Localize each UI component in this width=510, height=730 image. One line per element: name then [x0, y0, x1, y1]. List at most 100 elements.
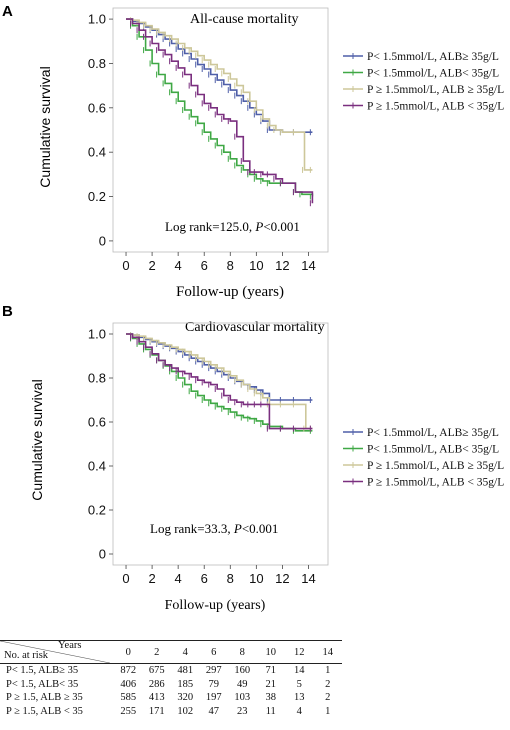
x-tick-label: 10 [249, 571, 263, 586]
legend-label: P ≥ 1.5mmol/L, ALB ≥ 35g/L [367, 460, 504, 472]
table-row: P ≥ 1.5, ALB ≥ 35 585 413 320 197 103 38… [0, 691, 342, 705]
table-cell: 1 [325, 665, 331, 677]
plot-frame [112, 7, 329, 253]
panel-a: A All-cause mortality Cumulative surviva… [2, 3, 504, 300]
legend-label: P< 1.5mmol/L, ALB≥ 35g/L [367, 427, 499, 439]
panel-b-y-axis-label: Cumulative survival [29, 379, 45, 500]
table-row-label: P< 1.5, ALB≥ 35 [6, 665, 79, 677]
x-tick-label: 12 [275, 571, 289, 586]
table-header-years: Years [58, 640, 82, 651]
table-cell: 872 [120, 665, 137, 677]
legend-item-3: P ≥ 1.5mmol/L, ALB ≥ 35g/L [343, 460, 504, 472]
x-tick-label: 12 [275, 258, 289, 273]
x-tick-label: 4 [175, 258, 182, 273]
survival-curve-4 [126, 333, 313, 430]
y-tick-label: 0.6 [88, 415, 106, 430]
x-tick-label: 6 [201, 571, 208, 586]
table-cell: 23 [237, 705, 248, 717]
legend-item-2: P< 1.5mmol/L, ALB< 35g/L [343, 68, 499, 80]
number-at-risk-table: Years No. at risk 0 2 4 6 8 10 12 14 P< … [0, 640, 510, 718]
legend-label: P< 1.5mmol/L, ALB< 35g/L [367, 444, 499, 456]
legend-item-1: P< 1.5mmol/L, ALB≥ 35g/L [343, 51, 499, 63]
table-cell: 160 [234, 665, 251, 677]
censor-marks-1 [130, 18, 311, 136]
table-col-header: 6 [199, 640, 228, 664]
table-col-header: 2 [142, 640, 171, 664]
panel-a-title: All-cause mortality [190, 12, 298, 27]
y-tick-label: 0.2 [88, 503, 106, 518]
y-tick-label: 0.4 [88, 459, 106, 474]
x-tick-label: 0 [122, 258, 129, 273]
survival-curve-1 [126, 333, 313, 401]
censor-marks-4 [130, 20, 311, 207]
table-cell: 185 [177, 678, 194, 690]
legend-item-3: P ≥ 1.5mmol/L, ALB ≥ 35g/L [343, 84, 504, 96]
table-cell: 49 [237, 678, 248, 690]
table-col-header: 8 [228, 640, 257, 664]
x-tick-label: 8 [227, 571, 234, 586]
table-cell: 197 [205, 692, 222, 704]
table-col-header: 10 [256, 640, 285, 664]
table-header-risk: No. at risk [4, 650, 49, 661]
x-tick-label: 6 [201, 258, 208, 273]
table-cell: 585 [120, 692, 137, 704]
table-cell: 286 [148, 678, 165, 690]
x-tick-label: 8 [227, 258, 234, 273]
table-row: P< 1.5, ALB< 35 406 286 185 79 49 21 5 2 [0, 678, 342, 692]
table-cell: 320 [177, 692, 194, 704]
survival-curve-1 [126, 18, 313, 133]
y-tick-label: 0.8 [88, 371, 106, 386]
table-cell: 481 [177, 665, 194, 677]
panel-b-title: Cardiovascular mortality [185, 320, 325, 335]
table-corner-diagonal [0, 641, 110, 663]
survival-curve-4 [126, 18, 314, 204]
panel-b-label: B [2, 303, 13, 320]
table-col-header: 12 [285, 640, 314, 664]
legend-item-1: P< 1.5mmol/L, ALB≥ 35g/L [343, 427, 499, 439]
censor-marks-4 [130, 334, 311, 432]
table-cell: 171 [148, 705, 165, 717]
table-cell: 79 [208, 678, 220, 690]
table-cell: 11 [265, 705, 276, 717]
panel-b-x-axis-label: Follow-up (years) [165, 598, 266, 613]
panel-a-y-axis-label: Cumulative survival [37, 66, 53, 187]
table-cell: 47 [208, 705, 220, 717]
censor-marks-3 [130, 17, 311, 173]
table-col-header: 0 [114, 640, 143, 664]
table-cell: 103 [234, 692, 251, 704]
table-cell: 1 [325, 705, 331, 717]
legend-label: P ≥ 1.5mmol/L, ALB < 35g/L [367, 101, 504, 113]
table-cell: 406 [120, 678, 137, 690]
x-tick-label: 2 [148, 258, 155, 273]
y-tick-label: 0.2 [88, 189, 106, 204]
table-cell: 102 [177, 705, 194, 717]
panel-b-log-rank-annotation: Log rank=33.3, P<0.001 [150, 521, 278, 536]
censor-marks-2 [130, 335, 311, 434]
table-cell: 14 [294, 665, 305, 677]
y-tick-label: 0 [99, 233, 106, 248]
panel-a-x-axis-label: Follow-up (years) [176, 284, 284, 300]
table-cell: 13 [294, 692, 305, 704]
y-tick-label: 0.8 [88, 56, 106, 71]
table-col-header: 4 [171, 640, 200, 664]
table-cell: 2 [325, 692, 331, 704]
table-cell: 255 [120, 705, 137, 717]
x-tick-label: 10 [249, 258, 263, 273]
table-cell: 2 [325, 678, 331, 690]
table-row: P ≥ 1.5, ALB < 35 255 171 102 47 23 11 4… [0, 705, 342, 719]
legend-label: P< 1.5mmol/L, ALB≥ 35g/L [367, 51, 499, 63]
table-cell: 5 [296, 678, 302, 690]
y-tick-label: 0.4 [88, 145, 106, 160]
table-cell: 675 [148, 665, 165, 677]
table-cell: 71 [265, 665, 277, 677]
table-header-row: Years No. at risk 0 2 4 6 8 10 12 14 [0, 640, 342, 664]
x-tick-label: 4 [175, 571, 182, 586]
table-cell: 297 [205, 665, 222, 677]
x-tick-label: 2 [148, 571, 155, 586]
x-tick-label: 0 [122, 571, 129, 586]
panel-a-label: A [2, 3, 13, 20]
legend-label: P ≥ 1.5mmol/L, ALB ≥ 35g/L [367, 84, 504, 96]
table-corner-cell: Years No. at risk [0, 640, 114, 664]
legend-label: P ≥ 1.5mmol/L, ALB < 35g/L [367, 477, 504, 489]
